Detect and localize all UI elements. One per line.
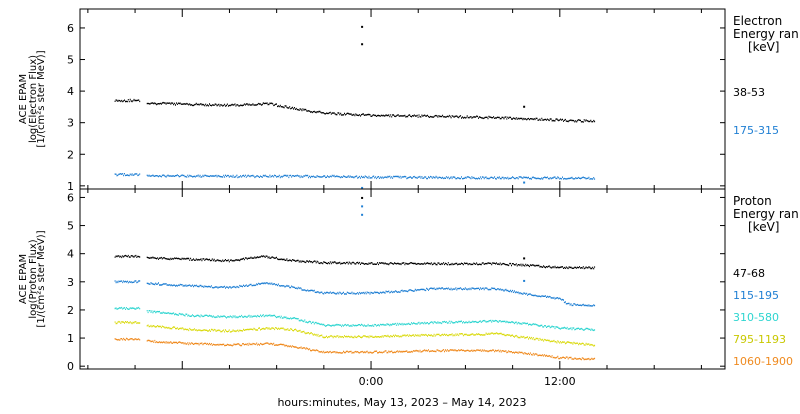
- proton-ytick-label: 5: [67, 220, 74, 233]
- proton-plot-frame: [79, 188, 726, 370]
- electron-series-175-315-outlier: [361, 186, 364, 189]
- proton-series-115-195-outlier: [361, 213, 364, 216]
- electron-ytick-label: 3: [67, 117, 74, 130]
- electron-series-38-53-outlier: [523, 105, 526, 108]
- proton-legend-title-line: Energy ran: [733, 207, 799, 221]
- electron-series-38-53-outlier: [361, 43, 364, 46]
- proton-legend-entry: 1060-1900: [733, 355, 793, 368]
- electron-series-38-53-outlier: [361, 25, 364, 28]
- electron-ylabel-line: [1/(cm²s ster MeV)]: [36, 50, 47, 147]
- electron-legend-title-line: Electron: [733, 14, 782, 28]
- proton-ytick-label: 4: [67, 248, 74, 261]
- proton-ytick-label: 1: [67, 332, 74, 345]
- electron-legend-title-line: Energy ran: [733, 27, 799, 41]
- proton-series-115-195-dots: [114, 280, 596, 307]
- x-axis-title: hours:minutes, May 13, 2023 – May 14, 20…: [277, 396, 526, 409]
- proton-series-115-195-outlier: [523, 279, 526, 282]
- electron-legend-entry: 175-315: [733, 124, 779, 137]
- proton-ytick-label: 6: [67, 191, 74, 204]
- proton-legend-entry: 310-580: [733, 311, 779, 324]
- electron-ytick-label: 4: [67, 85, 74, 98]
- electron-legend-title-line: [keV]: [748, 40, 779, 54]
- proton-legend-entry: 115-195: [733, 289, 779, 302]
- proton-ylabel-line: log(Proton Flux): [28, 239, 39, 318]
- proton-ylabel-line: [1/(cm²s ster MeV)]: [36, 230, 47, 327]
- proton-legend-title-line: [keV]: [748, 220, 779, 234]
- proton-ytick-label: 0: [67, 360, 74, 373]
- electron-ytick-label: 6: [67, 22, 74, 35]
- electron-ytick-label: 1: [67, 180, 74, 193]
- proton-series-310-580-dots: [114, 306, 596, 332]
- electron-series-175-315-outlier: [523, 181, 526, 184]
- proton-series-47-68-dots: [114, 254, 596, 270]
- proton-series-115-195-outlier: [361, 205, 364, 208]
- electron-legend-entry: 38-53: [733, 86, 765, 99]
- proton-series-47-68-outlier: [523, 257, 526, 260]
- proton-legend-entry: 47-68: [733, 267, 765, 280]
- proton-series-47-68-outlier: [361, 196, 364, 199]
- electron-ytick-label: 5: [67, 54, 74, 67]
- proton-ylabel-line: ACE EPAM: [18, 254, 29, 304]
- xtick-label: 12:00: [544, 375, 576, 388]
- electron-ytick-label: 2: [67, 148, 74, 161]
- proton-legend-entry: 795-1193: [733, 333, 786, 346]
- electron-series-175-315-dots: [114, 173, 596, 180]
- proton-ytick-label: 2: [67, 304, 74, 317]
- electron-plot-frame: [79, 8, 726, 190]
- xtick-label: 0:00: [359, 375, 384, 388]
- proton-series-795-1193-dots: [114, 320, 596, 347]
- electron-ylabel-line: ACE EPAM: [18, 74, 29, 124]
- proton-series-1060-1900-dots: [114, 337, 596, 361]
- electron-ylabel-line: log(Electron Flux): [28, 55, 39, 143]
- proton-ytick-label: 3: [67, 276, 74, 289]
- proton-legend-title-line: Proton: [733, 194, 772, 208]
- electron-series-38-53-dots: [114, 98, 596, 123]
